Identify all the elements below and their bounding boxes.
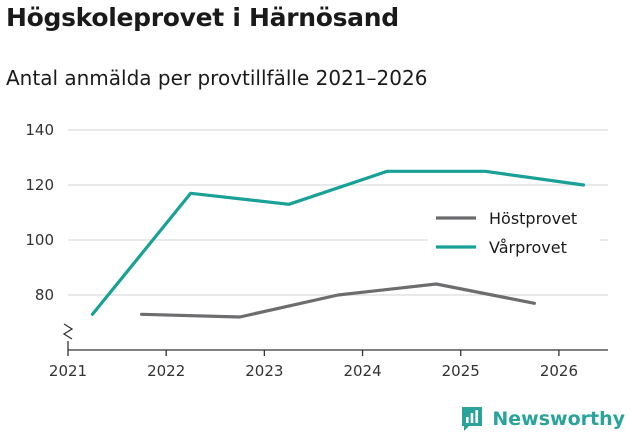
newsworthy-logo-icon: [462, 407, 483, 431]
x-tick-label: 2023: [245, 362, 283, 380]
chart-title: Högskoleprovet i Härnösand: [6, 3, 399, 32]
x-tick-label: 2025: [442, 362, 480, 380]
y-tick-label: 140: [25, 121, 54, 139]
legend-label: Vårprovet: [489, 238, 567, 257]
chart-subtitle: Antal anmälda per provtillfälle 2021–202…: [6, 66, 428, 90]
legend: Höstprovet Vårprovet: [428, 204, 600, 261]
series-line-höstprovet: [140, 282, 537, 319]
newsworthy-brand: Newsworthy: [460, 406, 625, 432]
brand-name: Newsworthy: [492, 408, 625, 430]
x-tick-label: 2021: [49, 362, 87, 380]
x-tick-label: 2022: [147, 362, 185, 380]
y-axis: 80 100 120 140: [25, 121, 54, 304]
legend-label: Höstprovet: [489, 209, 577, 228]
y-tick-label: 120: [25, 176, 54, 194]
x-tick-label: 2026: [540, 362, 578, 380]
series-line-vårprovet: [90, 169, 586, 316]
y-axis-break-icon: [62, 323, 74, 350]
x-axis: 2021 2022 2023 2024 2025 2026: [49, 323, 608, 380]
y-tick-label: 100: [25, 231, 54, 249]
y-tick-label: 80: [35, 286, 54, 304]
series-lines: [90, 169, 586, 319]
x-tick-label: 2024: [343, 362, 381, 380]
